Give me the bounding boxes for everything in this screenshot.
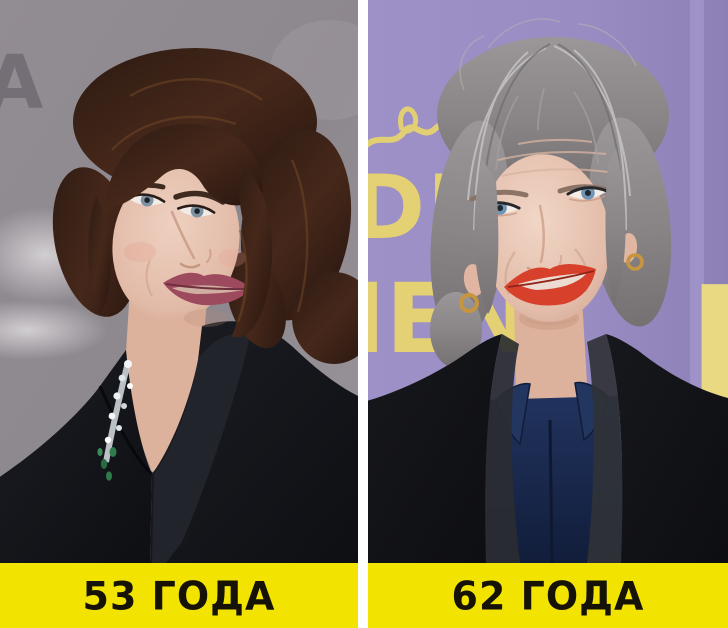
forehead-lines (497, 138, 609, 177)
flyaway-wisps (459, 18, 637, 91)
lips (163, 272, 252, 306)
grey-hair-streaks (467, 45, 631, 231)
hair-front (474, 87, 626, 314)
gold-hoop-earring-right (626, 253, 644, 271)
photo-panel-age-53: A (0, 0, 358, 628)
cheek-curl (232, 168, 273, 338)
white-divider (358, 0, 368, 628)
backdrop-logo-letter: A (0, 40, 43, 126)
photo-age-53: A (0, 0, 358, 563)
caption-bar-left: 53 ГОДА (0, 563, 358, 628)
fringe (104, 123, 263, 212)
right-eye (566, 186, 609, 202)
chin-shadow (184, 309, 228, 327)
hair-front (88, 77, 309, 338)
nose (170, 210, 212, 269)
satin-lapel (152, 334, 250, 563)
neck (514, 298, 588, 411)
body-blazer (0, 288, 358, 563)
gold-hoop-earring-left (459, 293, 479, 313)
green-gem (109, 447, 117, 457)
blush (124, 242, 156, 262)
hair-low-mass (292, 272, 358, 364)
neck-chest-skin (125, 288, 208, 472)
hair-highlights (111, 77, 309, 323)
lips (504, 264, 596, 306)
age-label-53: 53 ГОДА (82, 573, 276, 618)
satin-lapel-left (485, 334, 520, 563)
shirt-placket (548, 419, 554, 563)
blazer-left-side (368, 334, 502, 563)
satin-lapel-right (587, 334, 623, 563)
blazer-left-side (0, 350, 152, 563)
face (111, 162, 255, 327)
blazer-right-side (606, 334, 728, 563)
photo-panel-age-62: DL IEN F (368, 0, 728, 628)
age-label-62: 62 ГОДА (451, 573, 645, 618)
caption-bar-right: 62 ГОДА (368, 563, 728, 628)
left-eye (127, 193, 166, 207)
side-strand-right (605, 148, 626, 306)
right-eye (177, 204, 216, 218)
jeweled-necklace (97, 360, 133, 481)
temple-strand (88, 196, 112, 314)
photo-age-62: DL IEN F (368, 0, 728, 563)
side-strand-left (474, 158, 499, 314)
chin-crease (525, 318, 577, 325)
front-wisps (495, 87, 599, 171)
blazer (368, 334, 728, 563)
